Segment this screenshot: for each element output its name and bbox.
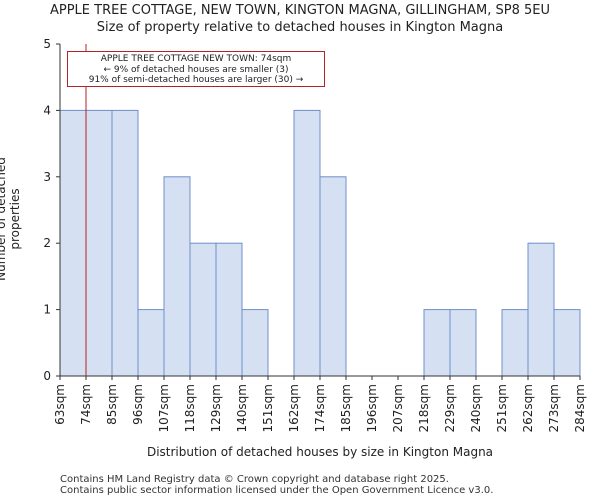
property-annotation-box: APPLE TREE COTTAGE NEW TOWN: 74sqm ← 9% … [67, 51, 325, 87]
histogram-bar [111, 109, 139, 377]
x-tick-label: 284sqm [573, 384, 587, 432]
chart-title: APPLE TREE COTTAGE, NEW TOWN, KINGTON MA… [49, 3, 551, 18]
x-tick-label: 251sqm [495, 384, 509, 432]
y-tick-label: 3 [43, 170, 51, 184]
x-tick-label: 74sqm [79, 384, 93, 425]
chart-subtitle: Size of property relative to detached ho… [96, 20, 504, 35]
x-axis-label: Distribution of detached houses by size … [146, 445, 494, 459]
x-tick-label: 218sqm [417, 384, 431, 432]
bars-group [59, 109, 581, 377]
histogram-bar [319, 176, 347, 377]
x-tick-label: 174sqm [313, 384, 327, 432]
x-tick-label: 229sqm [443, 384, 457, 432]
histogram-bar [163, 176, 191, 377]
y-tick-label: 0 [43, 369, 51, 383]
x-tick-label: 162sqm [287, 384, 301, 432]
x-tick-label: 196sqm [365, 384, 379, 432]
x-tick-label: 151sqm [261, 384, 275, 432]
y-axis-label: Number of detached properties [0, 157, 22, 281]
x-tick-label: 262sqm [521, 384, 535, 432]
x-tick-label: 63sqm [53, 384, 67, 425]
y-tick-label: 2 [43, 236, 51, 250]
histogram-bar [449, 309, 477, 377]
y-tick-label: 4 [43, 103, 51, 117]
histogram-bar [293, 109, 321, 377]
x-tick-label: 107sqm [157, 384, 171, 432]
histogram-bar [189, 242, 217, 377]
histogram-bar [85, 109, 113, 377]
x-tick-label: 140sqm [235, 384, 249, 432]
annotation-line-1: APPLE TREE COTTAGE NEW TOWN: 74sqm [100, 54, 292, 64]
y-tick-label: 1 [43, 303, 51, 317]
x-tick-label: 129sqm [209, 384, 223, 432]
histogram-bar [137, 309, 165, 377]
histogram-bar [527, 242, 555, 377]
x-tick-label: 118sqm [183, 384, 197, 432]
y-tick-label: 5 [43, 37, 51, 51]
x-tick-label: 85sqm [105, 384, 119, 425]
histogram-bar [59, 109, 87, 377]
x-tick-label: 96sqm [131, 384, 145, 425]
histogram-bar [501, 309, 529, 377]
histogram-bar [241, 309, 269, 377]
footer-line-1: Contains HM Land Registry data © Crown c… [60, 474, 449, 485]
histogram-bar [215, 242, 243, 377]
x-tick-label: 273sqm [547, 384, 561, 432]
ticks-group: 0 1 2 3 4 5 63sqm 74sqm 85sqm 96sqm 107sqm 118sqm 12… [43, 37, 587, 432]
x-tick-label: 240sqm [469, 384, 483, 432]
annotation-line-2: ← 9% of detached houses are smaller (3) [103, 64, 289, 75]
x-tick-label: 207sqm [391, 384, 405, 432]
x-tick-label: 185sqm [339, 384, 353, 432]
histogram-bar [423, 309, 451, 377]
footer-line-2: Contains public sector information licen… [60, 485, 494, 496]
histogram-bar [553, 309, 581, 377]
annotation-line-3: 91% of semi-detached houses are larger (… [88, 75, 304, 85]
